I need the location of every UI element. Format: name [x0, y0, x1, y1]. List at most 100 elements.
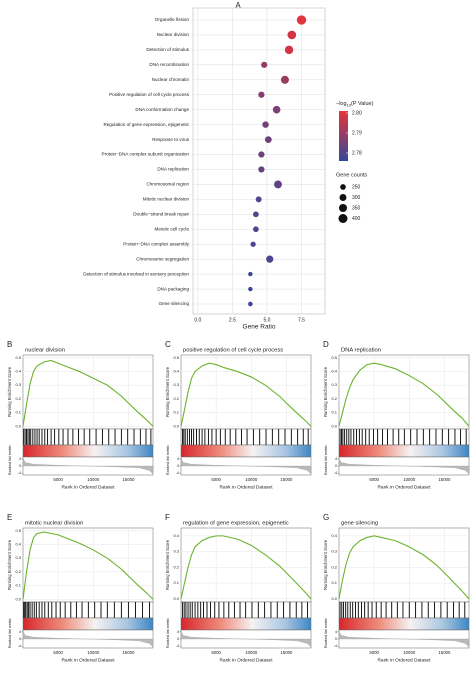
x-tick-label: 15000 — [280, 650, 293, 655]
y2-tick-label: -4 — [18, 644, 21, 648]
y2-tick-label: -4 — [176, 471, 179, 475]
x-tick-label: 15000 — [438, 650, 451, 655]
heat-strip — [180, 444, 312, 458]
x-tick-label: 5000 — [53, 650, 63, 655]
category-label: Gene silencing — [159, 301, 190, 306]
dot — [248, 271, 253, 277]
dot — [280, 75, 289, 84]
size-key-label: 300 — [352, 195, 361, 201]
es-plot-area — [338, 354, 470, 430]
es-plot-area — [180, 527, 312, 603]
x-tick-label: 15000 — [438, 477, 451, 482]
dot — [296, 15, 307, 25]
category-label: Mitotic nuclear division — [143, 197, 190, 202]
dot — [253, 226, 259, 233]
size-key — [340, 184, 346, 190]
panel-label: B — [7, 340, 12, 349]
size-key-label: 400 — [352, 216, 361, 222]
x-tick-label: 15000 — [122, 650, 135, 655]
es-curve — [22, 531, 154, 600]
y-tick-label: 0.1 — [15, 583, 21, 588]
size-key — [338, 214, 348, 223]
y-tick-label: 0.2 — [15, 396, 21, 401]
panel-title: gene silencing — [341, 521, 378, 527]
panel-label: C — [165, 340, 171, 349]
category-label: Protein−DNA complex subunit organization — [102, 152, 190, 157]
y-tick-label: 0.2 — [15, 569, 21, 574]
category-label: Double−strand break repair — [133, 212, 189, 217]
dot — [287, 30, 297, 40]
dot — [266, 255, 274, 263]
panel-label: D — [323, 340, 329, 349]
x-axis-label: Rank in Ordered Dataset — [377, 484, 431, 490]
y-tick-label: 0.3 — [15, 555, 21, 560]
es-curve — [180, 535, 312, 600]
ranked-metric — [338, 630, 470, 648]
y-tick-label: 0.1 — [173, 580, 179, 585]
y2-tick-label: 0 — [335, 464, 337, 468]
x-axis-label: Rank in Ordered Dataset — [61, 484, 115, 490]
y2-tick-label: -4 — [176, 644, 179, 648]
heat-strip — [180, 617, 312, 631]
dot — [258, 166, 265, 173]
panel-title: mitotic nuclear division — [25, 521, 83, 527]
dot — [274, 180, 282, 189]
panel-title: positive regulation of cell cycle proces… — [183, 348, 283, 354]
y-tick-label: 0.5 — [331, 355, 337, 360]
y-tick-label: 0.4 — [173, 369, 179, 374]
x-axis-label: Rank in Ordered Dataset — [219, 657, 273, 663]
x-tick-label: 10000 — [403, 477, 416, 482]
dot — [253, 211, 259, 218]
y-tick-label: 0.1 — [15, 410, 21, 415]
x-tick-label: 5000 — [369, 477, 379, 482]
heat-strip — [22, 444, 154, 458]
panel-title: DNA replication — [341, 348, 381, 354]
panel-title: nuclear division — [25, 348, 65, 354]
y-tick-label: 0.4 — [15, 369, 21, 374]
y-tick-label: 0.5 — [173, 355, 179, 360]
y-tick-label: 0.3 — [15, 382, 21, 387]
y2-axis-label: Ranked list metric — [8, 618, 12, 648]
dot — [258, 91, 265, 98]
category-label: Chromosome segregation — [136, 256, 189, 261]
y2-axis-label: Ranked list metric — [166, 618, 170, 648]
y-axis-label: Running Enrichment Score — [165, 539, 170, 590]
size-legend-title: Gene counts — [336, 172, 367, 178]
y2-tick-label: -4 — [18, 471, 21, 475]
category-label: Organelle fission — [155, 17, 190, 22]
x-tick-label: 5000 — [211, 477, 221, 482]
category-label: Detection of stimulus involved in sensor… — [83, 271, 189, 276]
y2-tick-label: 4 — [335, 630, 337, 634]
panel-label: E — [7, 513, 12, 522]
es-curve — [180, 362, 312, 427]
y-tick-label: 0.2 — [173, 564, 179, 569]
x-tick-label: 10000 — [87, 650, 100, 655]
size-key — [338, 203, 348, 213]
y-tick-label: 0.4 — [331, 369, 337, 374]
y-tick-label: 0.4 — [331, 533, 337, 538]
heat-strip — [338, 444, 470, 458]
x-tick-label: 5.0 — [263, 317, 270, 323]
y-tick-label: 0.2 — [331, 564, 337, 569]
dot — [248, 301, 253, 307]
colorbar-tick-label: 2.80 — [352, 110, 362, 116]
y-axis-label: Running Enrichment Score — [165, 366, 170, 417]
heat-strip — [338, 617, 470, 631]
dot — [255, 196, 262, 203]
x-axis-label: Rank in Ordered Dataset — [377, 657, 431, 663]
es-curve — [338, 362, 470, 427]
y2-tick-label: 4 — [19, 457, 21, 461]
colorbar-title-part: (P Value) — [351, 101, 374, 107]
gsea-panel: D DNA replication 0.0 0.1 0.2 0.3 0.4 0.5 5000 10… — [323, 340, 470, 490]
dot — [262, 121, 269, 128]
ranked-metric — [338, 457, 470, 475]
y-axis-label: Running Enrichment Score — [7, 539, 12, 590]
plot-area — [192, 7, 326, 315]
x-axis-label: Rank in Ordered Dataset — [61, 657, 115, 663]
panel-title: regulation of gene expression, epigeneti… — [183, 521, 289, 527]
panel-label: G — [323, 513, 329, 522]
